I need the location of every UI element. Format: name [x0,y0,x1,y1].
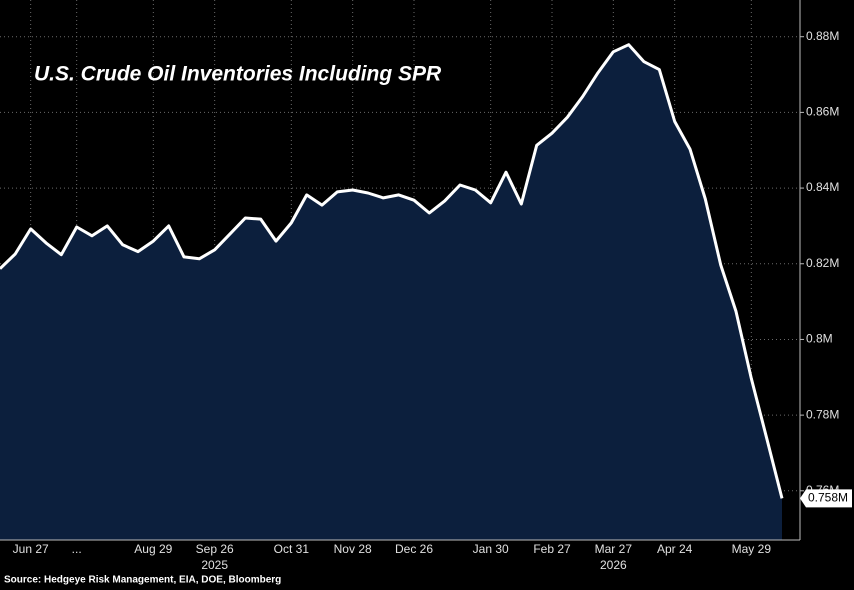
x-year-label: 2025 [201,558,228,572]
y-tick-label: 0.8M [806,332,833,346]
x-tick-label: Oct 31 [274,542,310,556]
x-tick-label: Sep 26 [196,542,234,556]
line [0,43,784,499]
x-tick-label: Mar 27 [595,542,633,556]
x-tick-label: Feb 27 [533,542,571,556]
y-tick-label: 0.82M [806,256,839,270]
value-label-box [800,489,852,508]
x-year-label: 2026 [600,558,627,572]
x-tick-label: May 29 [732,542,772,556]
y-tick-label: 0.84M [806,180,839,194]
plot [0,43,784,540]
x-tick-label: Nov 28 [334,542,372,556]
x-tick-label: Aug 29 [134,542,172,556]
chart-title: U.S. Crude Oil Inventories Including SPR [34,63,442,86]
x-tick-label: Dec 26 [395,542,433,556]
x-tick-label: Jun 27 [13,542,49,556]
y-tick-label: 0.88M [806,29,839,43]
x-tick-label: Jan 30 [473,542,509,556]
y-tick-label: 0.86M [806,105,839,119]
x-tick-label: Apr 24 [657,542,693,556]
value-label: 0.758M [808,491,848,505]
y-tick-label: 0.78M [806,407,839,421]
x-tick-label: ... [72,542,82,556]
area [0,44,782,540]
source: Source: Hedgeye Risk Management, EIA, DO… [4,575,281,586]
